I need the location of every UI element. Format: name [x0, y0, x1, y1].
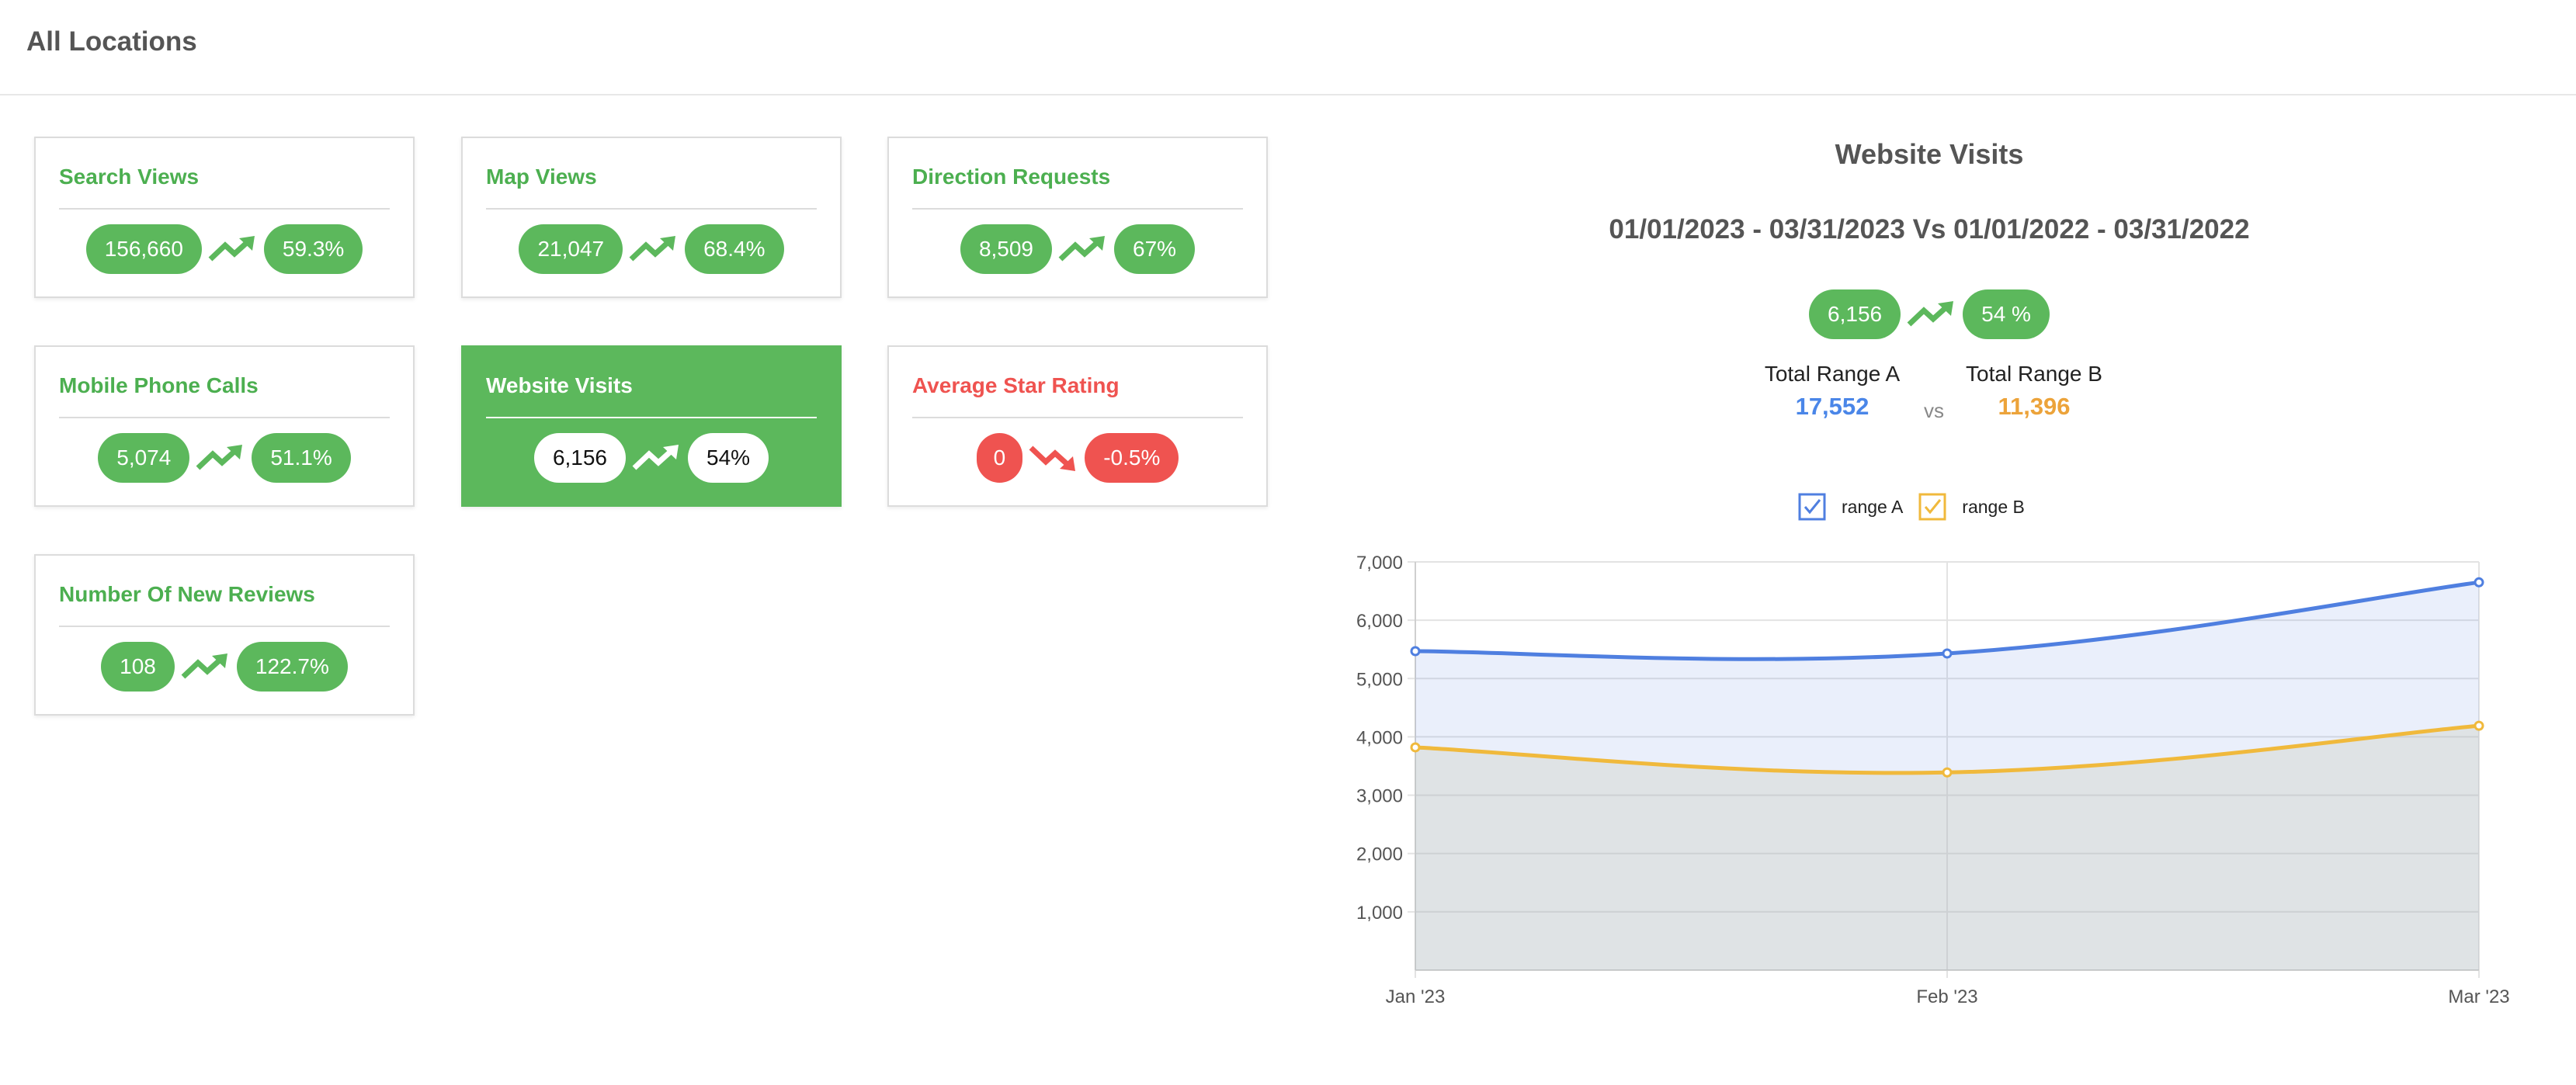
top-bar: All Locations [0, 0, 2576, 95]
legend-label: range A [1842, 496, 1904, 517]
data-point [1942, 648, 1953, 659]
y-tick-label: 5,000 [1356, 669, 1403, 690]
trend-up-icon [208, 236, 255, 262]
value-badge: 6,156 [533, 433, 627, 483]
y-tick-label: 7,000 [1356, 553, 1403, 574]
trend-up-icon [196, 445, 243, 470]
value-badge: 8,509 [960, 224, 1053, 274]
detail-summary: 6,156 54 % [1351, 289, 2508, 340]
checkbox-checked-icon[interactable] [1918, 493, 1946, 521]
card-map-views[interactable]: Map Views 21,047 68.4% [461, 137, 842, 298]
totals: Total Range A 17,552 vs Total Range B 11… [1739, 362, 2143, 432]
card-title: Website Visits [486, 373, 633, 397]
total-range-a: Total Range A 17,552 [1762, 362, 1902, 421]
card-title: Number Of New Reviews [59, 582, 315, 606]
card-title: Average Star Rating [912, 373, 1120, 397]
card-title: Map Views [486, 165, 597, 189]
trend-up-icon [632, 445, 679, 470]
chart-legend: range A range B [1798, 491, 2025, 522]
legend-range-b[interactable]: range B [1918, 493, 2025, 521]
x-tick-label: Mar '23 [2448, 986, 2509, 1007]
card-direction-requests[interactable]: Direction Requests 8,509 67% [887, 137, 1268, 298]
value-badge: 0 [976, 433, 1023, 483]
y-tick-label: 6,000 [1356, 611, 1403, 632]
legend-label: range B [1962, 496, 2025, 517]
divider [912, 417, 1243, 418]
value-badge: 6,156 [1809, 289, 1901, 339]
series-range-b-area [1415, 726, 2479, 970]
change-badge: 67% [1114, 224, 1196, 274]
card-website-visits[interactable]: Website Visits 6,156 54% [461, 345, 842, 507]
website-visits-chart: 1,000 2,000 3,000 4,000 5,000 6,000 7,000 Jan '… [1356, 553, 2510, 1007]
checkbox-checked-icon[interactable] [1798, 493, 1826, 521]
change-badge: -0.5% [1085, 433, 1179, 483]
page-title: All Locations [26, 26, 197, 57]
x-tick-label: Feb '23 [1916, 986, 1977, 1007]
data-point [1410, 646, 1421, 657]
trend-down-icon [1029, 445, 1076, 471]
data-point [1942, 767, 1953, 778]
change-badge: 54% [688, 433, 769, 483]
change-badge: 54 % [1963, 289, 2050, 339]
detail-title: Website Visits [1835, 138, 2024, 170]
data-point [2474, 577, 2484, 588]
change-badge: 51.1% [252, 433, 351, 483]
trend-up-icon [1058, 236, 1106, 262]
value-badge: 156,660 [85, 224, 202, 274]
card-title: Direction Requests [912, 165, 1111, 189]
value-badge: 21,047 [519, 224, 623, 274]
trend-up-icon [1907, 301, 1954, 327]
divider [486, 417, 817, 418]
divider [59, 208, 390, 210]
legend-range-a[interactable]: range A [1798, 493, 1903, 521]
card-search-views[interactable]: Search Views 156,660 59.3% [34, 137, 415, 298]
y-tick-label: 4,000 [1356, 727, 1403, 748]
vs-label: vs [1924, 399, 1944, 422]
trend-up-icon [181, 653, 227, 679]
y-tick-label: 1,000 [1356, 903, 1403, 924]
data-point [2474, 720, 2484, 731]
divider [912, 208, 1243, 210]
total-range-a-value: 17,552 [1795, 393, 1870, 420]
divider [59, 626, 390, 627]
card-average-star-rating[interactable]: Average Star Rating 0 -0.5% [887, 345, 1268, 507]
change-badge: 68.4% [685, 224, 784, 274]
change-badge: 59.3% [263, 224, 363, 274]
card-title: Search Views [59, 165, 200, 189]
y-tick-label: 2,000 [1356, 844, 1403, 865]
total-range-b-value: 11,396 [1998, 393, 2071, 420]
divider [59, 417, 390, 418]
total-range-a-label: Total Range A [1764, 362, 1901, 386]
divider [486, 208, 817, 210]
total-range-b: Total Range B 11,396 [1956, 362, 2112, 421]
y-tick-label: 3,000 [1356, 786, 1403, 807]
trend-up-icon [629, 236, 676, 262]
card-mobile-phone-calls[interactable]: Mobile Phone Calls 5,074 51.1% [34, 345, 415, 507]
date-range: 01/01/2023 - 03/31/2023 Vs 01/01/2022 - … [1609, 214, 2250, 244]
x-tick-label: Jan '23 [1386, 986, 1446, 1007]
data-point [1410, 742, 1421, 753]
card-title: Mobile Phone Calls [59, 373, 259, 397]
change-badge: 122.7% [236, 642, 348, 692]
value-badge: 5,074 [98, 433, 190, 483]
value-badge: 108 [101, 642, 175, 692]
total-range-b-label: Total Range B [1966, 362, 2102, 386]
card-number-of-new-reviews[interactable]: Number Of New Reviews 108 122.7% [34, 554, 415, 716]
